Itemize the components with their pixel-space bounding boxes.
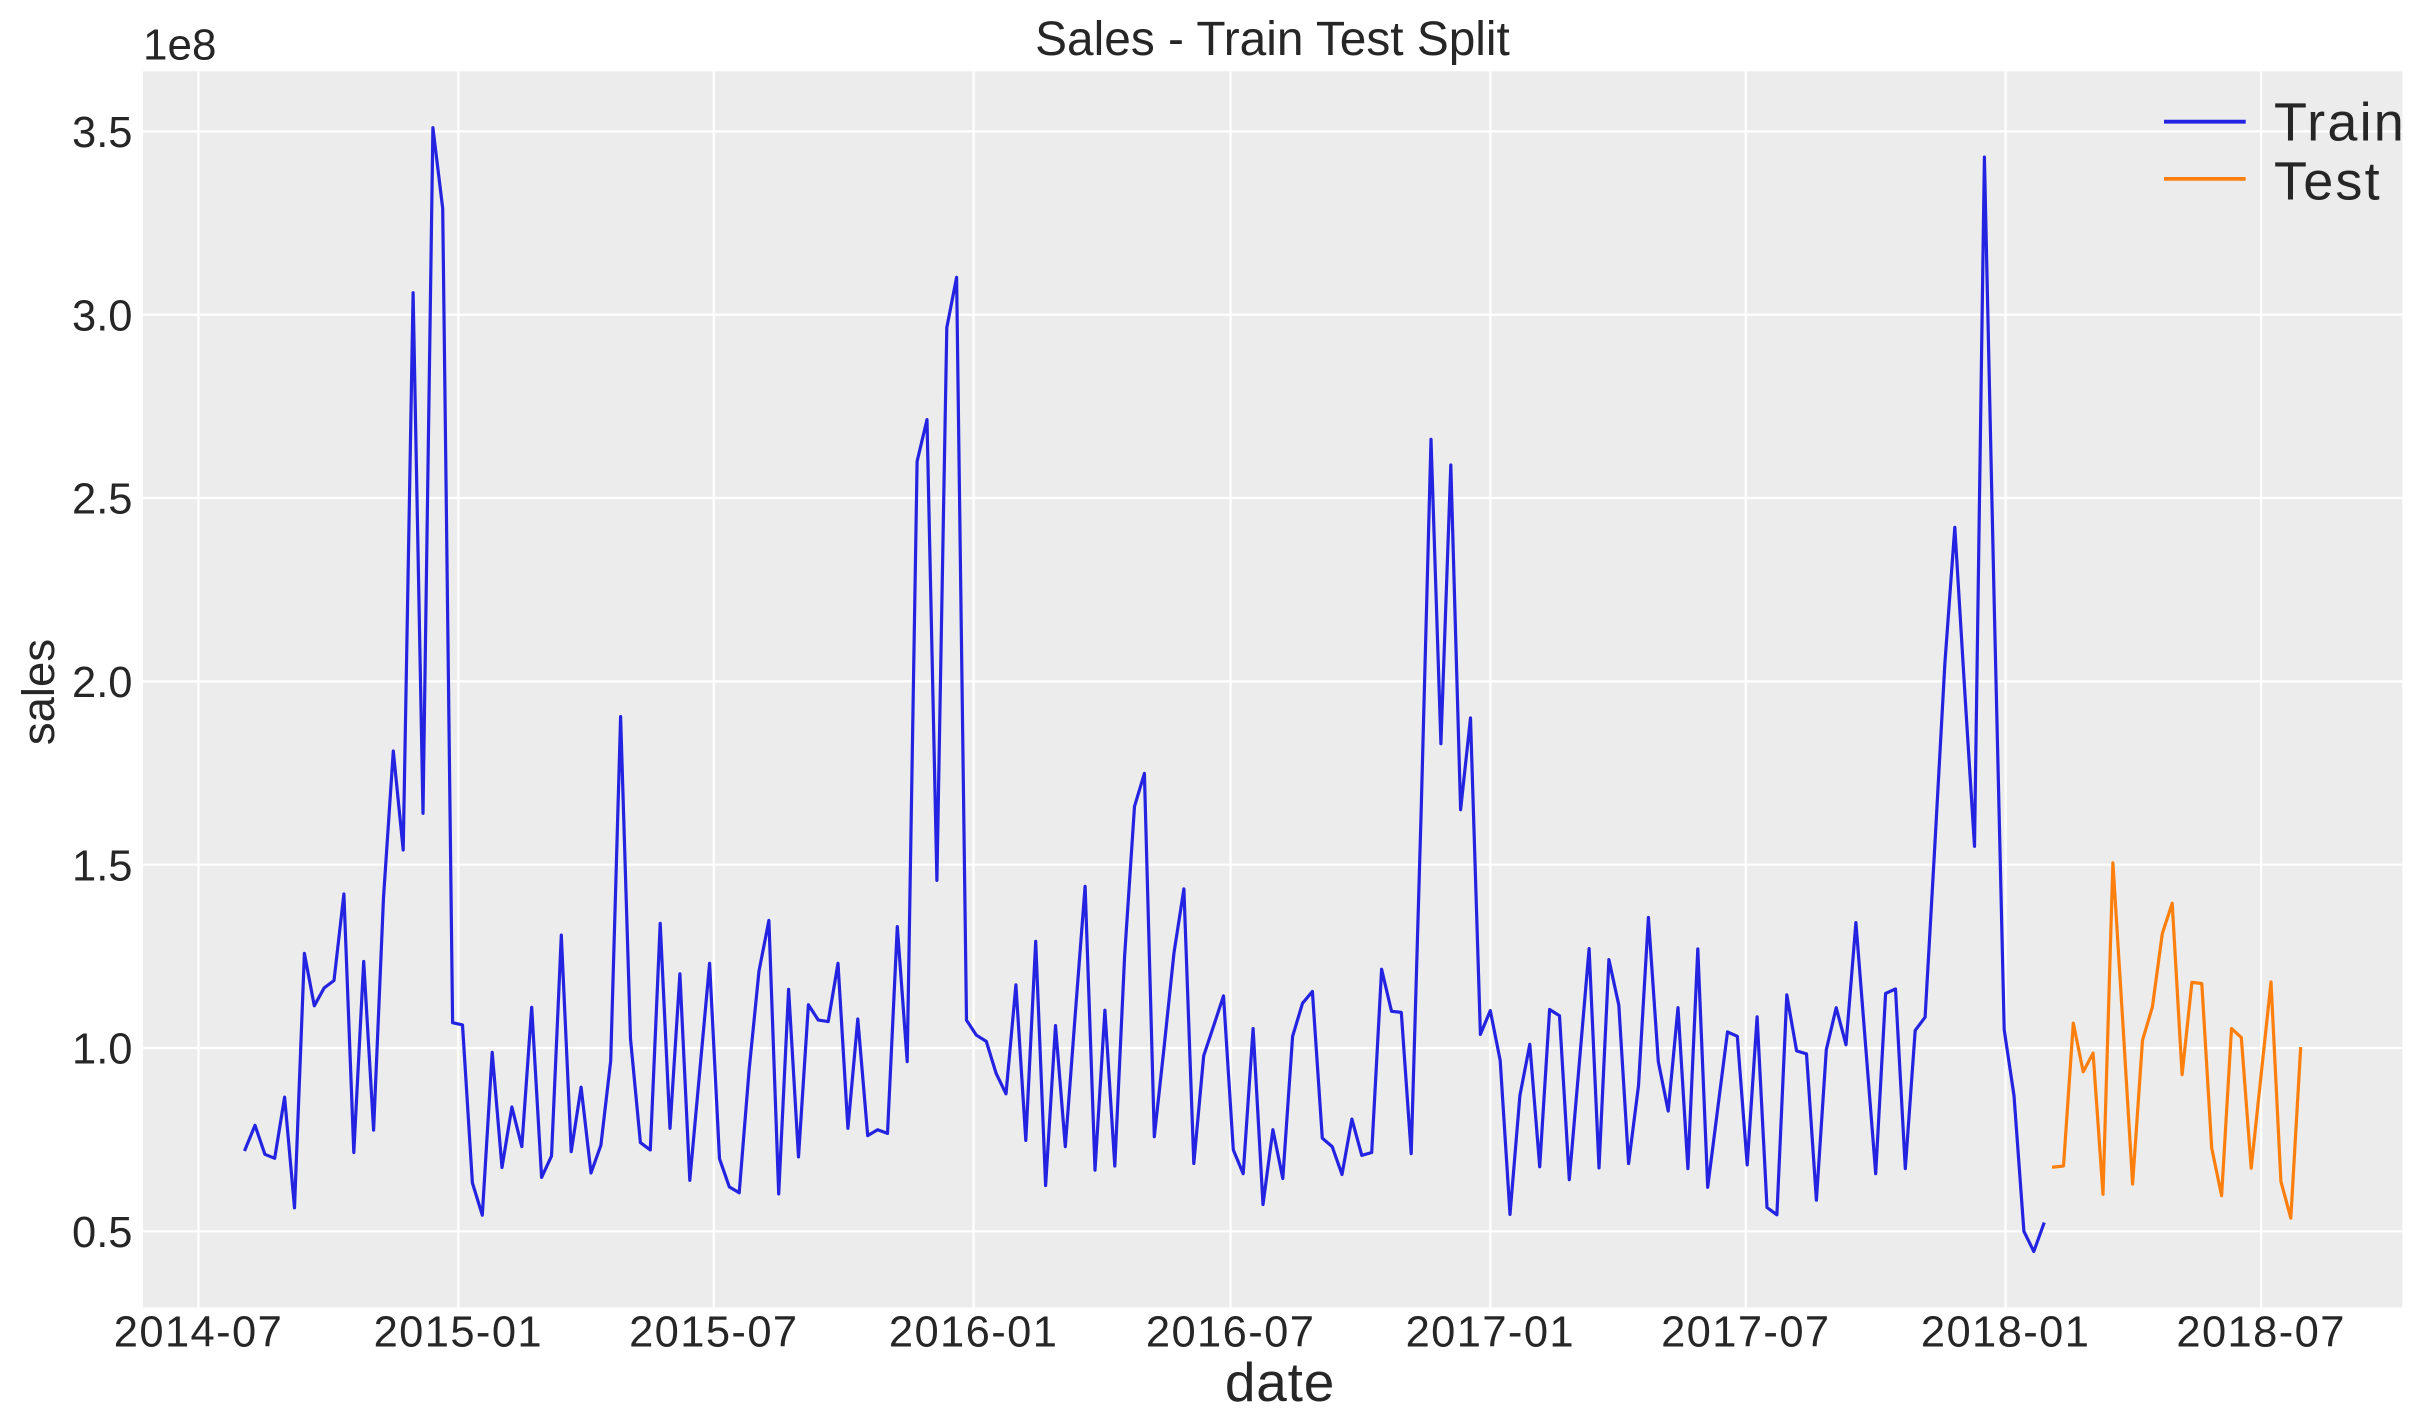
svg-text:2016-07: 2016-07 <box>1146 1308 1315 1356</box>
svg-text:2015-07: 2015-07 <box>629 1308 798 1356</box>
svg-text:1.0: 1.0 <box>72 1026 132 1074</box>
svg-text:2017-07: 2017-07 <box>1661 1308 1830 1356</box>
svg-text:Train: Train <box>2274 93 2406 153</box>
svg-text:2015-01: 2015-01 <box>374 1308 543 1356</box>
svg-text:2014-07: 2014-07 <box>114 1308 283 1356</box>
svg-text:2016-01: 2016-01 <box>889 1308 1058 1356</box>
svg-text:2018-01: 2018-01 <box>1921 1308 2090 1356</box>
svg-text:date: date <box>1225 1351 1335 1413</box>
svg-text:1e8: 1e8 <box>143 21 216 70</box>
svg-text:0.5: 0.5 <box>72 1209 132 1257</box>
svg-text:1.5: 1.5 <box>72 842 132 890</box>
svg-text:sales: sales <box>13 639 64 745</box>
svg-text:Test: Test <box>2274 152 2382 212</box>
svg-text:3.5: 3.5 <box>72 109 132 157</box>
svg-text:2.0: 2.0 <box>72 659 132 707</box>
svg-text:2017-01: 2017-01 <box>1406 1308 1575 1356</box>
svg-text:Sales - Train Test Split: Sales - Train Test Split <box>1035 13 1510 66</box>
svg-text:2.5: 2.5 <box>72 476 132 524</box>
svg-text:2018-07: 2018-07 <box>2176 1308 2345 1356</box>
svg-text:3.0: 3.0 <box>72 292 132 340</box>
